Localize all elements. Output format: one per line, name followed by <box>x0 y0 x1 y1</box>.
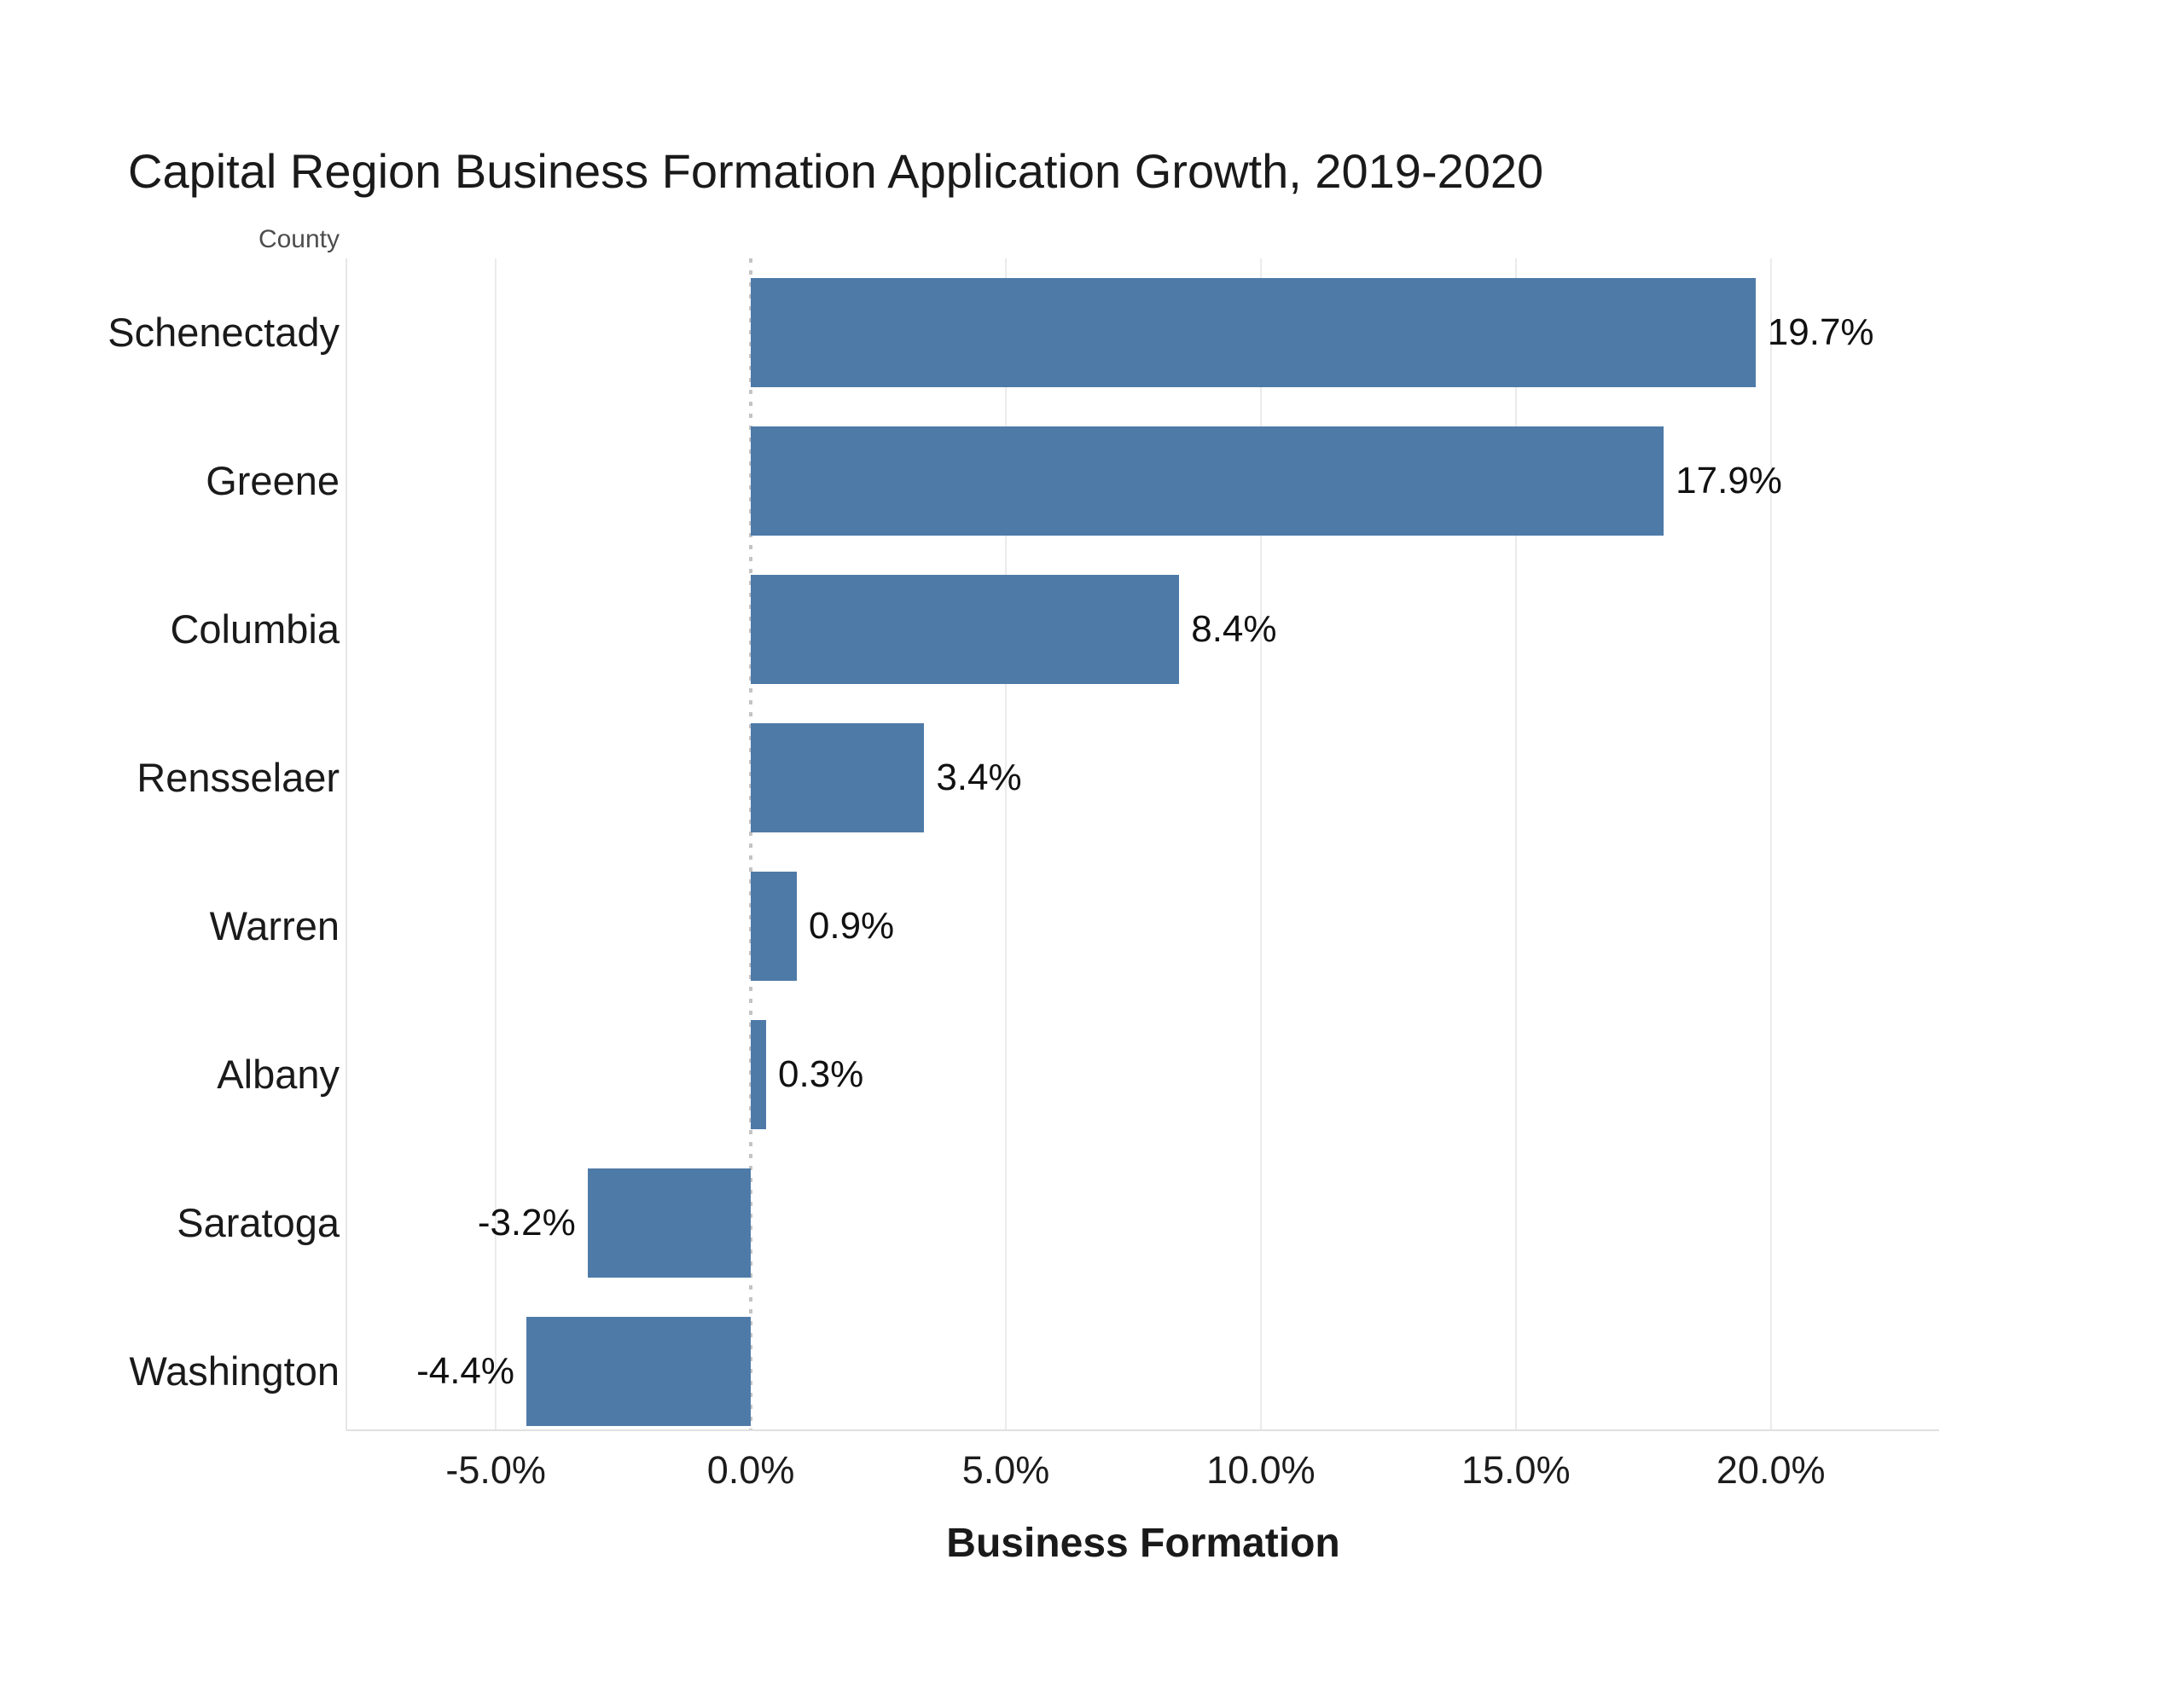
x-axis-tick-label: 10.0% <box>1206 1448 1316 1492</box>
bar[interactable] <box>751 1020 766 1129</box>
zero-line <box>749 258 753 1430</box>
x-axis-line <box>346 1429 1939 1431</box>
gridline <box>1769 258 1772 1430</box>
value-label: 3.4% <box>936 757 1022 798</box>
gridline <box>1259 258 1262 1430</box>
x-axis-tick-label: 20.0% <box>1716 1448 1826 1492</box>
x-axis-tick-label: -5.0% <box>445 1448 546 1492</box>
x-axis-title: Business Formation <box>946 1521 1340 1566</box>
bar[interactable] <box>751 723 925 832</box>
bar[interactable] <box>526 1317 752 1426</box>
x-axis-tick-label: 0.0% <box>706 1448 795 1492</box>
bar[interactable] <box>751 575 1180 684</box>
county-label: Schenectady <box>107 310 340 355</box>
chart-title: Capital Region Business Formation Applic… <box>128 144 1544 198</box>
bar[interactable] <box>751 278 1756 387</box>
x-axis-tick-label: 5.0% <box>961 1448 1050 1492</box>
bar[interactable] <box>751 872 797 981</box>
county-label: Greene <box>206 458 340 503</box>
county-label: Warren <box>209 903 340 948</box>
county-label: Columbia <box>170 606 340 652</box>
x-axis-tick-label: 15.0% <box>1461 1448 1571 1492</box>
gridline <box>495 258 497 1430</box>
value-label: -3.2% <box>477 1202 576 1244</box>
value-label: 8.4% <box>1191 608 1277 650</box>
county-label: Saratoga <box>177 1200 340 1245</box>
plot-left-border <box>346 258 347 1430</box>
gridline <box>1004 258 1007 1430</box>
value-label: 19.7% <box>1767 311 1874 353</box>
bar[interactable] <box>751 426 1664 536</box>
county-label: Rensselaer <box>136 755 340 800</box>
value-label: -4.4% <box>416 1350 515 1392</box>
value-label: 0.3% <box>778 1053 864 1095</box>
bar[interactable] <box>587 1168 752 1278</box>
county-label: Washington <box>129 1348 340 1394</box>
county-column-header: County <box>258 225 340 253</box>
value-label: 17.9% <box>1676 460 1782 501</box>
county-label: Albany <box>217 1052 340 1097</box>
value-label: 0.9% <box>808 905 895 947</box>
gridline <box>1514 258 1517 1430</box>
